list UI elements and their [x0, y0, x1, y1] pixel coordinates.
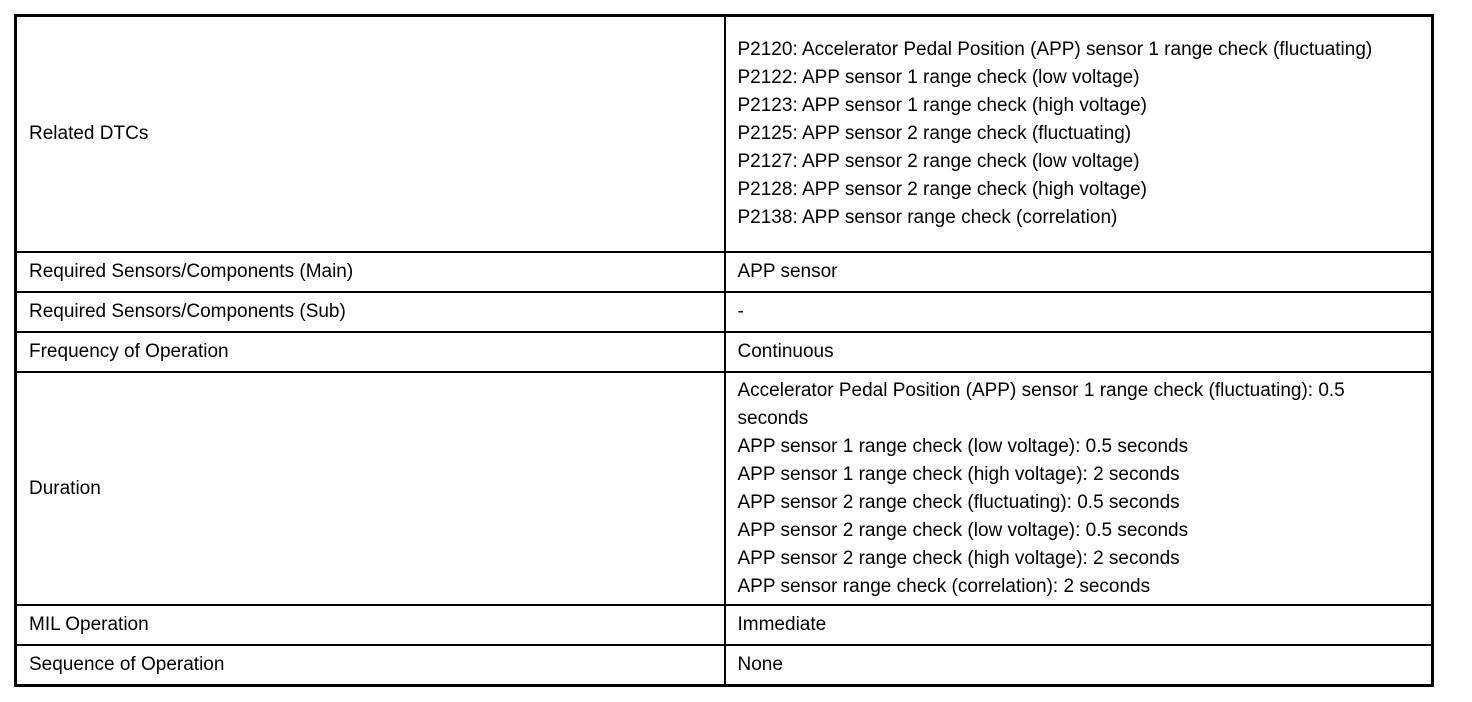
row-label-duration: Duration	[14, 371, 726, 606]
table-row-required-main: Required Sensors/Components (Main) APP s…	[14, 251, 1434, 293]
row-value-required-main: APP sensor	[723, 251, 1434, 293]
dtc-line: P2123: APP sensor 1 range check (high vo…	[737, 95, 1147, 116]
row-value-sequence: None	[723, 644, 1434, 687]
value-line: Immediate	[737, 614, 827, 635]
value-line: None	[737, 654, 783, 675]
row-label-mil-operation: MIL Operation	[14, 604, 726, 646]
row-value-duration: Accelerator Pedal Position (APP) sensor …	[723, 371, 1434, 606]
table-row-required-sub: Required Sensors/Components (Sub) -	[14, 291, 1434, 333]
row-value-mil-operation: Immediate	[723, 604, 1434, 646]
duration-line: APP sensor 2 range check (high voltage):…	[737, 547, 1180, 569]
value-line: APP sensor	[737, 261, 838, 282]
value-line: -	[737, 301, 744, 322]
table-row-frequency: Frequency of Operation Continuous	[14, 331, 1434, 373]
duration-line: Accelerator Pedal Position (APP) sensor …	[737, 379, 1345, 429]
dtc-line: P2122: APP sensor 1 range check (low vol…	[737, 67, 1140, 88]
row-label-related-dtcs: Related DTCs	[14, 14, 726, 253]
table-row-related-dtcs: Related DTCs P2120: Accelerator Pedal Po…	[14, 14, 1434, 253]
dtc-line: P2127: APP sensor 2 range check (low vol…	[737, 151, 1140, 172]
duration-line: APP sensor 1 range check (low voltage): …	[737, 435, 1189, 457]
row-label-frequency: Frequency of Operation	[14, 331, 726, 373]
value-line: Continuous	[737, 341, 834, 362]
duration-line: APP sensor 2 range check (low voltage): …	[737, 519, 1189, 541]
dtc-line: P2128: APP sensor 2 range check (high vo…	[737, 179, 1147, 200]
table-row-duration: Duration Accelerator Pedal Position (APP…	[14, 371, 1434, 606]
dtc-monitor-spec-table: Related DTCs P2120: Accelerator Pedal Po…	[14, 14, 1434, 687]
row-value-required-sub: -	[723, 291, 1434, 333]
row-value-related-dtcs: P2120: Accelerator Pedal Position (APP) …	[723, 14, 1434, 253]
row-label-required-sub: Required Sensors/Components (Sub)	[14, 291, 726, 333]
row-label-required-main: Required Sensors/Components (Main)	[14, 251, 726, 293]
row-label-sequence: Sequence of Operation	[14, 644, 726, 687]
duration-line: APP sensor 2 range check (fluctuating): …	[737, 491, 1180, 513]
dtc-line: P2125: APP sensor 2 range check (fluctua…	[737, 123, 1132, 144]
duration-line: APP sensor 1 range check (high voltage):…	[737, 463, 1180, 485]
row-value-frequency: Continuous	[723, 331, 1434, 373]
duration-line: APP sensor range check (correlation): 2 …	[737, 575, 1151, 597]
dtc-line: P2138: APP sensor range check (correlati…	[737, 207, 1118, 228]
dtc-line: P2120: Accelerator Pedal Position (APP) …	[737, 39, 1373, 60]
table-row-mil-operation: MIL Operation Immediate	[14, 604, 1434, 646]
table-row-sequence: Sequence of Operation None	[14, 644, 1434, 687]
